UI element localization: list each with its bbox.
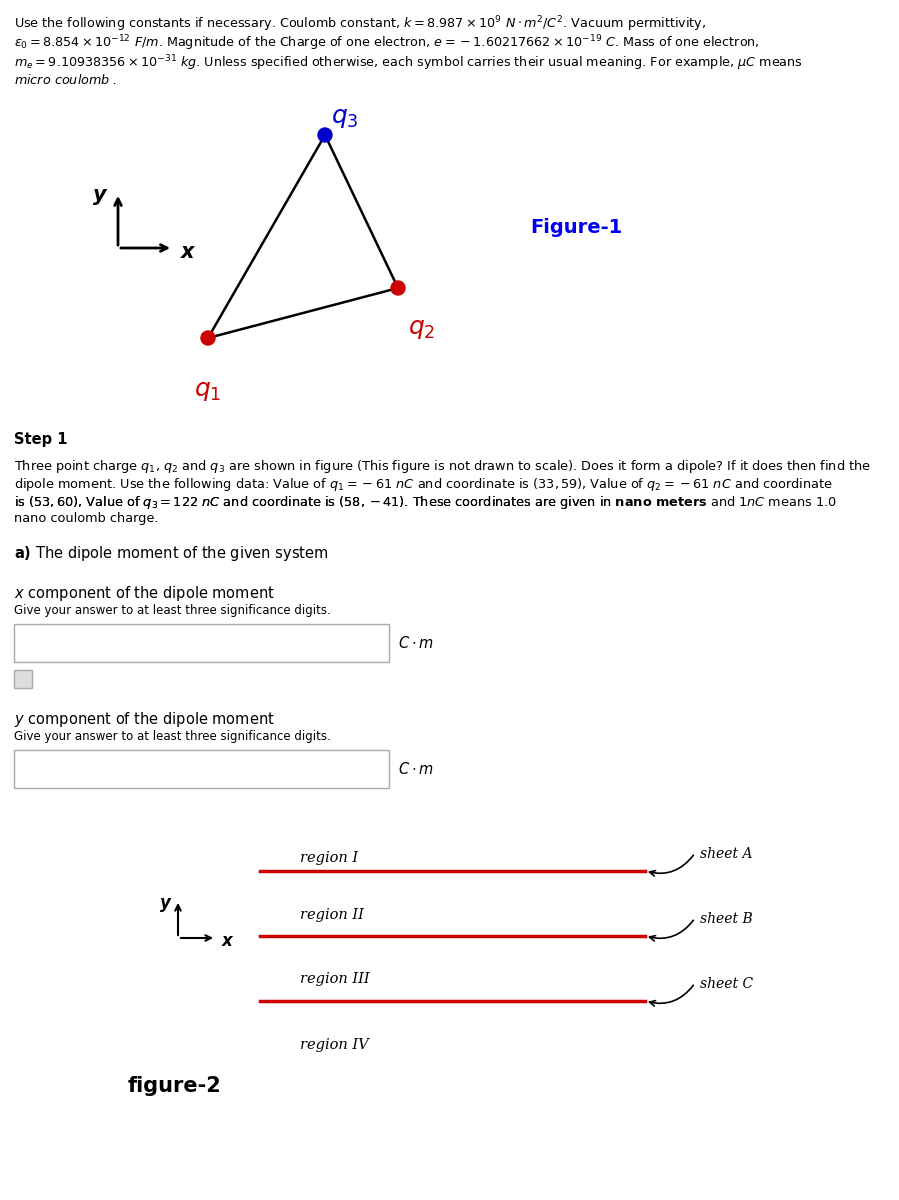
Bar bbox=[14, 750, 389, 788]
Text: figure-2: figure-2 bbox=[128, 1076, 222, 1096]
Text: region IV: region IV bbox=[300, 1038, 369, 1051]
Text: sheet B: sheet B bbox=[700, 912, 752, 926]
Text: y: y bbox=[159, 894, 171, 912]
Text: Step 1: Step 1 bbox=[14, 432, 67, 446]
Text: $y$ component of the dipole moment: $y$ component of the dipole moment bbox=[14, 710, 275, 728]
Circle shape bbox=[318, 128, 332, 142]
Text: region III: region III bbox=[300, 972, 369, 986]
Text: Three point charge $q_1$, $q_2$ and $q_3$ are shown in figure (This figure is no: Three point charge $q_1$, $q_2$ and $q_3… bbox=[14, 458, 871, 475]
Text: $q_1$: $q_1$ bbox=[194, 380, 221, 403]
Text: is $(53, 60)$, Value of $q_3 = 122\ nC$ and coordinate is $(58, -41)$. These coo: is $(53, 60)$, Value of $q_3 = 122\ nC$ … bbox=[14, 494, 837, 511]
Text: nano coulomb charge.: nano coulomb charge. bbox=[14, 512, 158, 526]
Circle shape bbox=[201, 331, 215, 346]
Text: region II: region II bbox=[300, 907, 364, 922]
Text: $\mathbf{a)}$ The dipole moment of the given system: $\mathbf{a)}$ The dipole moment of the g… bbox=[14, 544, 328, 563]
Text: x: x bbox=[181, 242, 194, 262]
Text: Give your answer to at least three significance digits.: Give your answer to at least three signi… bbox=[14, 604, 331, 617]
Text: $\epsilon_0 = 8.854 \times 10^{-12}\ F/m$. Magnitude of the Charge of one electr: $\epsilon_0 = 8.854 \times 10^{-12}\ F/m… bbox=[14, 34, 760, 53]
Text: $C \cdot m$: $C \cdot m$ bbox=[398, 761, 434, 778]
Text: sheet A: sheet A bbox=[700, 847, 752, 862]
Text: $x$ component of the dipole moment: $x$ component of the dipole moment bbox=[14, 584, 275, 602]
Circle shape bbox=[391, 281, 405, 295]
Text: $C \cdot m$: $C \cdot m$ bbox=[398, 635, 434, 650]
Text: Give your answer to at least three significance digits.: Give your answer to at least three signi… bbox=[14, 730, 331, 743]
Text: dipole moment. Use the following data: Value of $q_1 = -61\ nC$ and coordinate i: dipole moment. Use the following data: V… bbox=[14, 476, 832, 493]
Text: y: y bbox=[93, 185, 107, 205]
Text: $m_e = 9.10938356 \times 10^{-31}\ kg$. Unless specified otherwise, each symbol : $m_e = 9.10938356 \times 10^{-31}\ kg$. … bbox=[14, 53, 803, 72]
Text: sheet C: sheet C bbox=[700, 977, 753, 991]
Text: is $(53, 60)$, Value of $q_3 = 122\ nC$ and coordinate is $(58, -41)$. These coo: is $(53, 60)$, Value of $q_3 = 122\ nC$ … bbox=[14, 494, 613, 511]
Text: $q_2$: $q_2$ bbox=[408, 318, 435, 341]
Bar bbox=[14, 670, 32, 688]
Text: $q_3$: $q_3$ bbox=[331, 107, 359, 130]
Text: x: x bbox=[222, 932, 233, 950]
Text: Use the following constants if necessary. Coulomb constant, $k = 8.987 \times 10: Use the following constants if necessary… bbox=[14, 14, 707, 34]
Text: region I: region I bbox=[300, 851, 358, 865]
Text: Figure-1: Figure-1 bbox=[530, 218, 622, 236]
Text: $micro\ coulomb$ .: $micro\ coulomb$ . bbox=[14, 72, 117, 86]
Bar bbox=[14, 624, 389, 662]
